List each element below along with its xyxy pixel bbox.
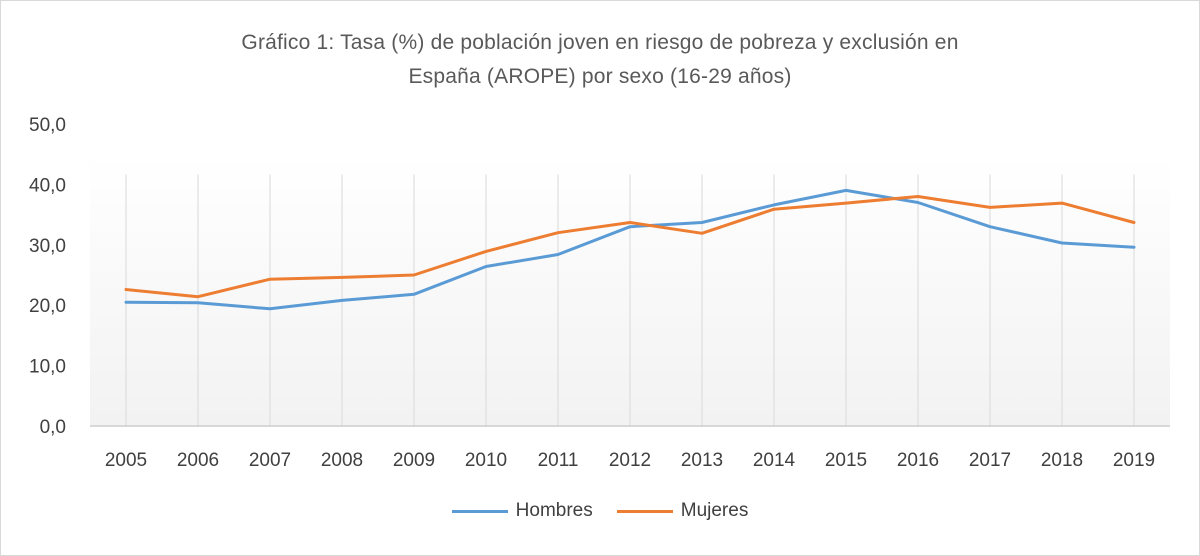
- legend: Hombres Mujeres: [0, 500, 1200, 522]
- x-tick-label: 2011: [538, 450, 579, 471]
- x-tick-label: 2014: [753, 450, 796, 471]
- legend-item-hombres: Hombres: [451, 500, 593, 522]
- y-tick-label: 50,0: [29, 115, 66, 136]
- x-tick-label: 2013: [681, 450, 723, 471]
- x-tick-labels: 2005 2006 2007 2008 2009 2010 2011 2012 2013 2014…: [105, 450, 1155, 471]
- legend-item-mujeres: Mujeres: [616, 500, 749, 522]
- x-tick-label: 2017: [969, 450, 1011, 471]
- series-line-hombres: [124, 188, 1136, 311]
- x-tick-label: 2006: [177, 450, 219, 471]
- x-tick-label: 2019: [1113, 450, 1155, 471]
- series-lines: [124, 188, 1136, 311]
- x-tick-label: 2018: [1041, 450, 1083, 471]
- y-tick-label: 0,0: [40, 417, 66, 438]
- chart-title-line-1: Gráfico 1: Tasa (%) de población joven e…: [241, 31, 959, 54]
- x-tick-label: 2008: [321, 450, 363, 471]
- y-tick-labels: 0,0 10,0 20,0 30,0 40,0 50,0: [29, 115, 66, 438]
- y-tick-label: 40,0: [29, 175, 66, 196]
- x-tick-label: 2009: [393, 450, 435, 471]
- y-tick-label: 30,0: [29, 236, 66, 257]
- legend-swatch: [616, 509, 673, 513]
- y-tick-label: 10,0: [29, 357, 66, 378]
- chart-title-line-2: España (AROPE) por sexo (16-29 años): [408, 65, 792, 88]
- legend-swatch: [451, 509, 508, 513]
- x-tick-label: 2010: [465, 450, 507, 471]
- y-tick-label: 20,0: [29, 296, 66, 317]
- legend-label: Hombres: [515, 500, 593, 521]
- chart-title: Gráfico 1: Tasa (%) de población joven e…: [0, 26, 1200, 94]
- series-line-mujeres: [124, 195, 1136, 299]
- x-tick-label: 2005: [105, 450, 147, 471]
- x-tick-label: 2016: [897, 450, 939, 471]
- x-tick-label: 2015: [825, 450, 867, 471]
- x-tick-label: 2007: [249, 450, 291, 471]
- vertical-gridlines: [125, 174, 1135, 426]
- legend-label: Mujeres: [680, 500, 749, 521]
- x-tick-label: 2012: [609, 450, 651, 471]
